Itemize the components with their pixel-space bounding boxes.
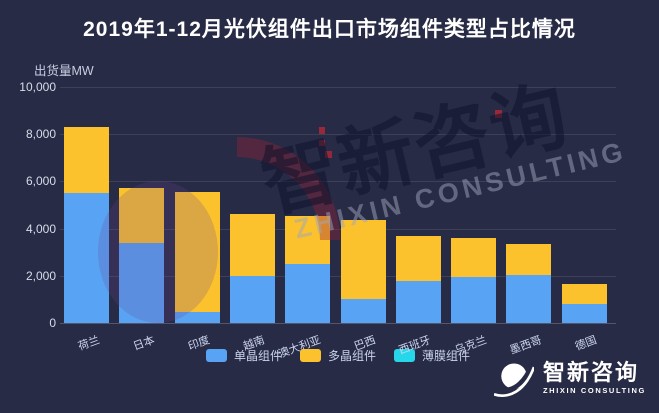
bar-墨西哥-多晶组件 (506, 243, 552, 275)
mono-swatch-icon (205, 349, 227, 362)
legend-label-thinfilm: 薄膜组件 (422, 349, 471, 363)
gridline-2000 (60, 275, 616, 277)
bar-西班牙-多晶组件 (395, 235, 441, 281)
y-tick-0: 0 (49, 316, 56, 330)
gridline-4000 (60, 228, 616, 230)
bar-印度-多晶组件 (174, 192, 220, 313)
bar-印度-单晶组件 (174, 312, 220, 323)
bar-越南-单晶组件 (229, 275, 275, 323)
swirl-logo-icon (494, 363, 534, 397)
bar-德国-单晶组件 (561, 304, 607, 323)
y-tick-8000: 8,000 (25, 127, 56, 142)
bar-乌克兰-单晶组件 (451, 276, 497, 323)
y-tick-2000: 2,000 (25, 268, 56, 283)
bar-西班牙-单晶组件 (395, 280, 441, 323)
bar-巴西-多晶组件 (340, 220, 386, 300)
legend-item-poly: 多晶组件 (299, 347, 376, 364)
bar-荷兰-单晶组件 (64, 193, 109, 323)
bar-德国-多晶组件 (561, 284, 607, 305)
legend-item-thinfilm: 薄膜组件 (394, 347, 470, 364)
legend-item-mono: 单晶组件 (205, 347, 282, 364)
bar-日本-单晶组件 (119, 242, 165, 323)
bar-日本-多晶组件 (119, 188, 165, 243)
chart-title: 2019年1-12月光伏组件出口市场组件类型占比情况 (83, 18, 576, 41)
bar-澳大利亚-单晶组件 (285, 264, 331, 323)
legend-label-poly: 多晶组件 (327, 349, 376, 363)
y-tick-4000: 4,000 (25, 221, 56, 236)
gridline-10000 (60, 87, 616, 88)
y-tick-10000: 10,000 (19, 80, 56, 94)
thinfilm-swatch-icon (394, 349, 415, 362)
bar-越南-多晶组件 (229, 214, 275, 276)
gridline-0 (60, 323, 616, 324)
watermark-text: 智新咨询 (253, 72, 578, 228)
bar-澳大利亚-多晶组件 (285, 215, 331, 264)
chart-legend: 单晶组件 多晶组件 薄膜组件 (60, 347, 616, 364)
y-axis-label: 出货量MW (34, 64, 94, 78)
poly-swatch-icon (299, 349, 321, 362)
gridline-6000 (60, 181, 616, 183)
bar-荷兰-多晶组件 (64, 127, 109, 194)
logo-text-block: 智新咨询 ZHIXIN CONSULTING (543, 360, 646, 396)
legend-label-mono: 单晶组件 (233, 349, 282, 363)
logo-name: 智新咨询 (543, 360, 640, 385)
y-tick-6000: 6,000 (25, 174, 56, 189)
logo-subname: ZHIXIN CONSULTING (543, 386, 646, 395)
company-logo: 智新咨询 ZHIXIN CONSULTING (494, 358, 646, 398)
gridline-8000 (60, 134, 616, 136)
bar-巴西-单晶组件 (340, 299, 386, 323)
bar-乌克兰-多晶组件 (451, 238, 497, 277)
bar-墨西哥-单晶组件 (506, 274, 552, 323)
